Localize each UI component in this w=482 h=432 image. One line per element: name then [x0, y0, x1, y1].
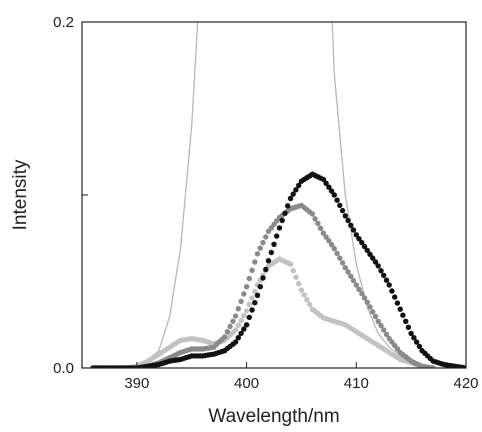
data-point: [266, 258, 271, 263]
data-point: [233, 327, 238, 332]
data-point: [252, 259, 257, 264]
data-point: [230, 319, 235, 324]
data-point: [271, 242, 276, 247]
data-point: [373, 314, 378, 319]
data-point: [260, 240, 265, 245]
data-point: [238, 299, 243, 304]
data-point: [263, 234, 268, 239]
data-point: [244, 308, 249, 313]
data-point: [277, 225, 282, 230]
data-point: [307, 302, 312, 307]
series-line: [82, 0, 444, 368]
data-point: [387, 282, 392, 287]
data-point: [280, 218, 285, 223]
data-point: [332, 192, 337, 197]
data-point: [227, 324, 232, 329]
data-point: [222, 334, 227, 339]
data-point: [233, 313, 238, 318]
data-point: [367, 304, 372, 309]
x-tick-label: 410: [344, 375, 369, 392]
data-point: [244, 284, 249, 289]
data-point: [378, 268, 383, 273]
data-point: [255, 251, 260, 256]
data-point: [296, 281, 301, 286]
data-point: [302, 292, 307, 297]
data-point: [318, 226, 323, 231]
data-point: [340, 260, 345, 265]
data-point: [293, 275, 298, 280]
data-point: [236, 306, 241, 311]
data-point: [337, 203, 342, 208]
y-tick-label: 0.2: [53, 14, 74, 31]
data-point: [249, 307, 254, 312]
data-point: [365, 300, 370, 305]
series-3: [90, 172, 468, 371]
data-point: [255, 293, 260, 298]
y-tick-label: 0.0: [53, 360, 74, 377]
series-layer: [82, 0, 469, 371]
data-point: [241, 313, 246, 318]
data-point: [244, 322, 249, 327]
data-point: [225, 329, 230, 334]
x-tick-label: 390: [124, 375, 149, 392]
data-point: [291, 268, 296, 273]
data-point: [348, 223, 353, 228]
data-point: [312, 216, 317, 221]
data-point: [247, 276, 252, 281]
data-point: [258, 284, 263, 289]
y-axis-title: Intensity: [10, 159, 31, 230]
data-point: [269, 250, 274, 255]
data-point: [247, 302, 252, 307]
x-tick-label: 420: [453, 375, 478, 392]
data-point: [343, 213, 348, 218]
data-point: [249, 295, 254, 300]
data-point: [274, 233, 279, 238]
data-point: [370, 309, 375, 314]
x-axis-title: Wavelength/nm: [208, 406, 339, 427]
data-point: [334, 251, 339, 256]
data-point: [351, 227, 356, 232]
data-point: [288, 262, 293, 267]
data-point: [395, 300, 400, 305]
data-point: [258, 246, 263, 251]
data-point: [315, 221, 320, 226]
data-point: [376, 263, 381, 268]
data-point: [392, 294, 397, 299]
data-point: [260, 275, 265, 280]
data-point: [236, 323, 241, 328]
data-point: [249, 268, 254, 273]
data-point: [238, 318, 243, 323]
plot-frame: [82, 22, 466, 368]
data-point: [334, 198, 339, 203]
data-point: [282, 211, 287, 216]
data-point: [384, 278, 389, 283]
series-0: [82, 0, 444, 368]
data-point: [247, 315, 252, 320]
data-point: [332, 246, 337, 251]
data-point: [340, 208, 345, 213]
data-point: [381, 273, 386, 278]
data-point: [398, 307, 403, 312]
data-point: [252, 300, 257, 305]
data-point: [241, 291, 246, 296]
data-point: [337, 255, 342, 260]
y-axis: 0.0 0.2: [53, 14, 88, 377]
data-point: [304, 297, 309, 302]
data-point: [389, 288, 394, 293]
series-2: [90, 203, 436, 371]
data-point: [406, 325, 411, 330]
x-tick-label: 400: [234, 375, 259, 392]
data-point: [263, 267, 268, 272]
data-point: [403, 319, 408, 324]
data-point: [299, 287, 304, 292]
data-point: [400, 313, 405, 318]
data-point: [345, 218, 350, 223]
data-point: [310, 211, 315, 216]
data-point: [285, 203, 290, 208]
